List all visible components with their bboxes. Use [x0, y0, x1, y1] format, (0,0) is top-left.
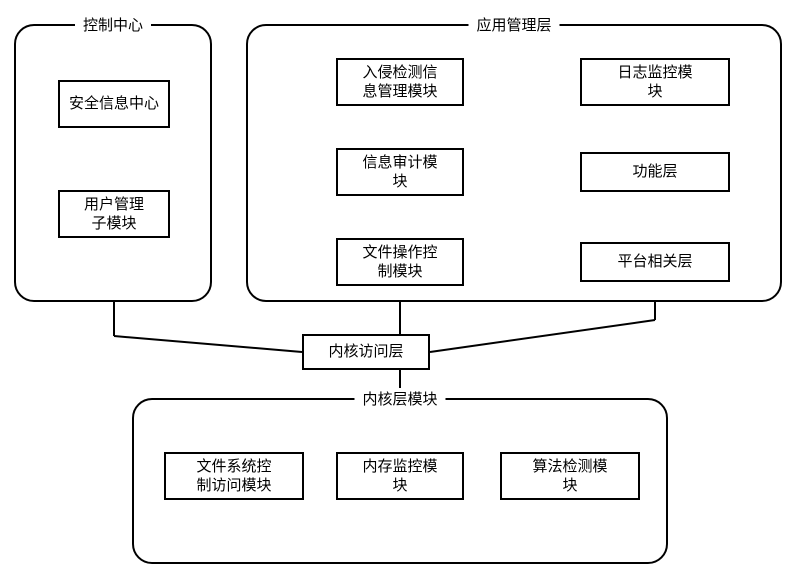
node-intrusion: 入侵检测信息管理模块 — [336, 58, 464, 106]
node-sec-center-label: 安全信息中心 — [69, 94, 159, 114]
node-fileop-label: 文件操作控制模块 — [362, 243, 437, 282]
node-user-mgmt-label: 用户管理子模块 — [84, 195, 144, 234]
node-memmon-label: 内存监控模块 — [362, 457, 437, 496]
node-algodet: 算法检测模块 — [500, 452, 640, 500]
node-intrusion-label: 入侵检测信息管理模块 — [362, 63, 437, 102]
node-sec-center: 安全信息中心 — [58, 80, 170, 128]
node-fileop: 文件操作控制模块 — [336, 238, 464, 286]
node-logmon-label: 日志监控模块 — [617, 63, 692, 102]
node-memmon: 内存监控模块 — [336, 452, 464, 500]
panel-control-label: 控制中心 — [75, 14, 151, 35]
node-kaccess: 内核访问层 — [302, 334, 430, 370]
node-funclayer-label: 功能层 — [632, 162, 677, 182]
panel-control: 控制中心 — [14, 24, 212, 302]
node-logmon: 日志监控模块 — [580, 58, 730, 106]
node-audit-label: 信息审计模块 — [362, 153, 437, 192]
node-kaccess-label: 内核访问层 — [328, 342, 403, 362]
panel-kernel-label: 内核层模块 — [354, 388, 445, 409]
node-fs-access: 文件系统控制访问模块 — [164, 452, 304, 500]
node-algodet-label: 算法检测模块 — [532, 457, 607, 496]
node-platlayer: 平台相关层 — [580, 242, 730, 282]
node-fs-access-label: 文件系统控制访问模块 — [196, 457, 271, 496]
node-funclayer: 功能层 — [580, 152, 730, 192]
node-platlayer-label: 平台相关层 — [617, 252, 692, 272]
node-user-mgmt: 用户管理子模块 — [58, 190, 170, 238]
node-audit: 信息审计模块 — [336, 148, 464, 196]
panel-app-label: 应用管理层 — [468, 14, 559, 35]
